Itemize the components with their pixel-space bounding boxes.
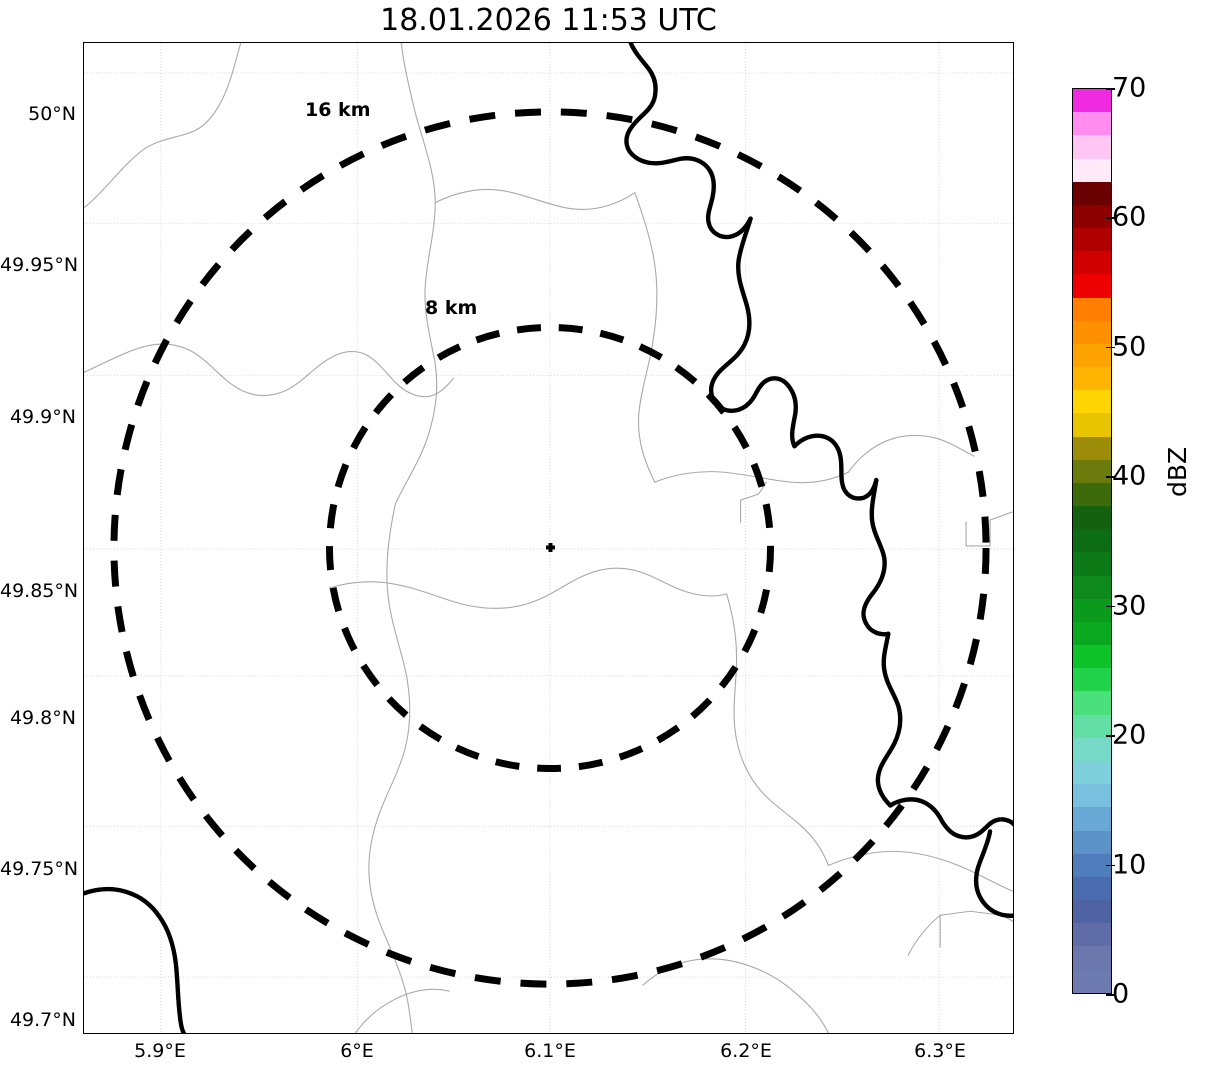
colorbar-segment xyxy=(1073,598,1111,622)
ytick-label: 49.7°N xyxy=(9,1009,76,1031)
colorbar-segment xyxy=(1073,807,1111,831)
colorbar-segment xyxy=(1073,204,1111,229)
xtick-label: 6.1°E xyxy=(524,1040,576,1062)
range-ring-16km xyxy=(110,108,990,988)
colorbar-segment xyxy=(1073,89,1111,113)
plus-marker xyxy=(546,542,555,552)
colorbar-segment xyxy=(1073,668,1111,692)
ytick-label: 49.85°N xyxy=(0,580,79,602)
colorbar-segment xyxy=(1073,737,1111,761)
xtick-label: 5.9°E xyxy=(134,1040,186,1062)
colorbar-segment xyxy=(1073,645,1111,669)
national-border xyxy=(84,43,1013,1033)
colorbar-segment xyxy=(1073,274,1111,298)
ytick-label: 49.95°N xyxy=(0,254,79,276)
colorbar-segment xyxy=(1073,621,1111,646)
colorbar-segment xyxy=(1073,575,1111,599)
colorbar-tick-mark xyxy=(1106,994,1115,996)
colorbar-segment xyxy=(1073,482,1111,507)
colorbar-tick-mark xyxy=(1106,476,1115,478)
colorbar-segment xyxy=(1073,413,1111,437)
xtick-label: 6.2°E xyxy=(720,1040,772,1062)
xtick-label: 6.3°E xyxy=(914,1040,966,1062)
colorbar-tick-mark xyxy=(1106,605,1115,608)
range-ring-label-8km: 8 km xyxy=(425,297,478,319)
colorbar-tick-mark xyxy=(1106,217,1115,220)
colorbar-tick-label: 10 xyxy=(1112,849,1147,881)
colorbar-segment xyxy=(1073,436,1111,460)
ytick-label: 50°N xyxy=(28,103,76,125)
colorbar-tick-label: 20 xyxy=(1112,719,1147,751)
colorbar-segment xyxy=(1073,459,1111,483)
ytick-label: 49.8°N xyxy=(9,707,76,729)
colorbar-tick-label: 50 xyxy=(1112,331,1147,363)
colorbar-label: dBZ xyxy=(1163,446,1192,497)
xtick-label: 6°E xyxy=(340,1040,374,1062)
colorbar-segment xyxy=(1073,969,1111,993)
colorbar-segment xyxy=(1073,853,1111,877)
colorbar-segment xyxy=(1073,112,1111,136)
colorbar-segment xyxy=(1073,251,1111,275)
colorbar-segment xyxy=(1073,135,1111,159)
colorbar-tick-label: 40 xyxy=(1112,460,1147,492)
colorbar-segment xyxy=(1073,228,1111,252)
colorbar-segment xyxy=(1073,923,1111,947)
colorbar-segment xyxy=(1073,343,1111,368)
colorbar-segment xyxy=(1073,876,1111,901)
range-ring-label-16km: 16 km xyxy=(305,99,371,121)
colorbar-tick-mark xyxy=(1106,864,1115,867)
colorbar-tick-mark xyxy=(1106,735,1115,737)
colorbar-segment xyxy=(1073,506,1111,530)
colorbar-segment xyxy=(1073,900,1111,924)
colorbar-segment xyxy=(1073,390,1111,414)
colorbar-segment xyxy=(1073,552,1111,576)
ytick-label: 49.75°N xyxy=(0,858,79,880)
colorbar-segment xyxy=(1073,297,1111,321)
colorbar-segment xyxy=(1073,529,1111,553)
ytick-label: 49.9°N xyxy=(9,406,76,428)
colorbar-segment xyxy=(1073,158,1111,182)
page-title: 18.01.2026 11:53 UTC xyxy=(380,3,717,38)
colorbar-segment xyxy=(1073,691,1111,715)
admin-boundaries xyxy=(84,43,1013,1033)
colorbar-tick-label: 30 xyxy=(1112,590,1147,622)
colorbar-segment xyxy=(1073,946,1111,970)
colorbar-segment xyxy=(1073,714,1111,738)
colorbar-segment xyxy=(1073,830,1111,854)
colorbar-tick-mark xyxy=(1106,346,1115,349)
range-ring-8km xyxy=(325,323,775,773)
colorbar-segment xyxy=(1073,784,1111,808)
map-canvas xyxy=(84,43,1013,1033)
range-rings xyxy=(110,108,990,988)
map-axes[interactable] xyxy=(83,42,1014,1034)
colorbar[interactable] xyxy=(1072,88,1112,994)
colorbar-segment xyxy=(1073,760,1111,785)
colorbar-segment xyxy=(1073,181,1111,205)
colorbar-segment xyxy=(1073,367,1111,391)
colorbar-tick-label: 70 xyxy=(1112,72,1147,104)
gridlines xyxy=(84,43,1013,1033)
colorbar-tick-label: 60 xyxy=(1112,201,1147,233)
colorbar-segment xyxy=(1073,320,1111,344)
colorbar-tick-mark xyxy=(1106,88,1115,90)
colorbar-tick-label: 0 xyxy=(1112,978,1130,1010)
